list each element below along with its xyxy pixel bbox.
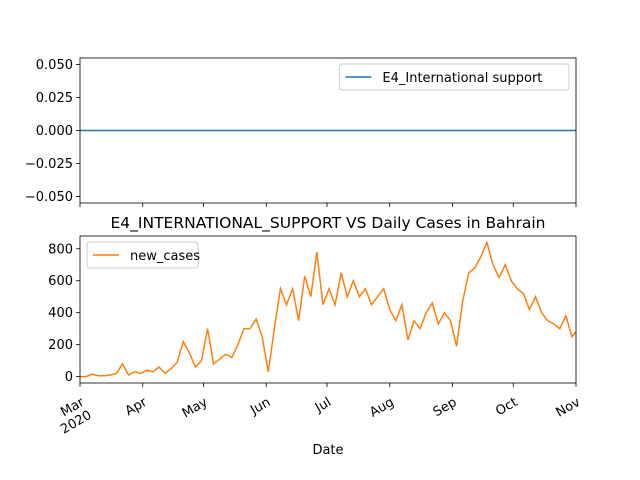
y-tick-label: 0: [65, 370, 73, 385]
x-tick-label: Nov: [554, 395, 584, 421]
y-tick-label: −0.025: [25, 157, 73, 172]
y-tick-label: −0.050: [25, 190, 73, 205]
legend-label: E4_International support: [382, 71, 542, 86]
x-tick-label: Mar2020: [51, 395, 95, 438]
legend-label: new_cases: [130, 249, 200, 264]
y-tick-label: 0.025: [36, 91, 73, 106]
y-tick-label: 0.050: [36, 58, 73, 73]
legend-box: [86, 241, 199, 269]
data-line: [80, 240, 577, 378]
axes-frame: [79, 57, 577, 204]
x-axis-label: Date: [312, 443, 343, 458]
x-tick-label: Jun: [247, 395, 273, 419]
chart-title: E4_INTERNATIONAL_SUPPORT VS Daily Cases …: [111, 214, 546, 233]
y-tick-label: 400: [48, 306, 73, 321]
x-tick-label: Sep: [431, 395, 460, 420]
x-tick-label: Apr: [123, 395, 151, 420]
x-tick-label: May: [180, 395, 211, 422]
x-tick-label: Aug: [367, 395, 396, 421]
y-tick-label: 0.000: [36, 124, 73, 139]
y-tick-label: 200: [48, 338, 73, 353]
y-tick-label: 600: [48, 274, 73, 289]
y-tick-label: 800: [48, 242, 73, 257]
legend-box: [338, 63, 570, 91]
axes-frame: [79, 235, 577, 384]
x-tick-label: Jul: [312, 395, 334, 416]
x-tick-label: Oct: [493, 395, 520, 419]
